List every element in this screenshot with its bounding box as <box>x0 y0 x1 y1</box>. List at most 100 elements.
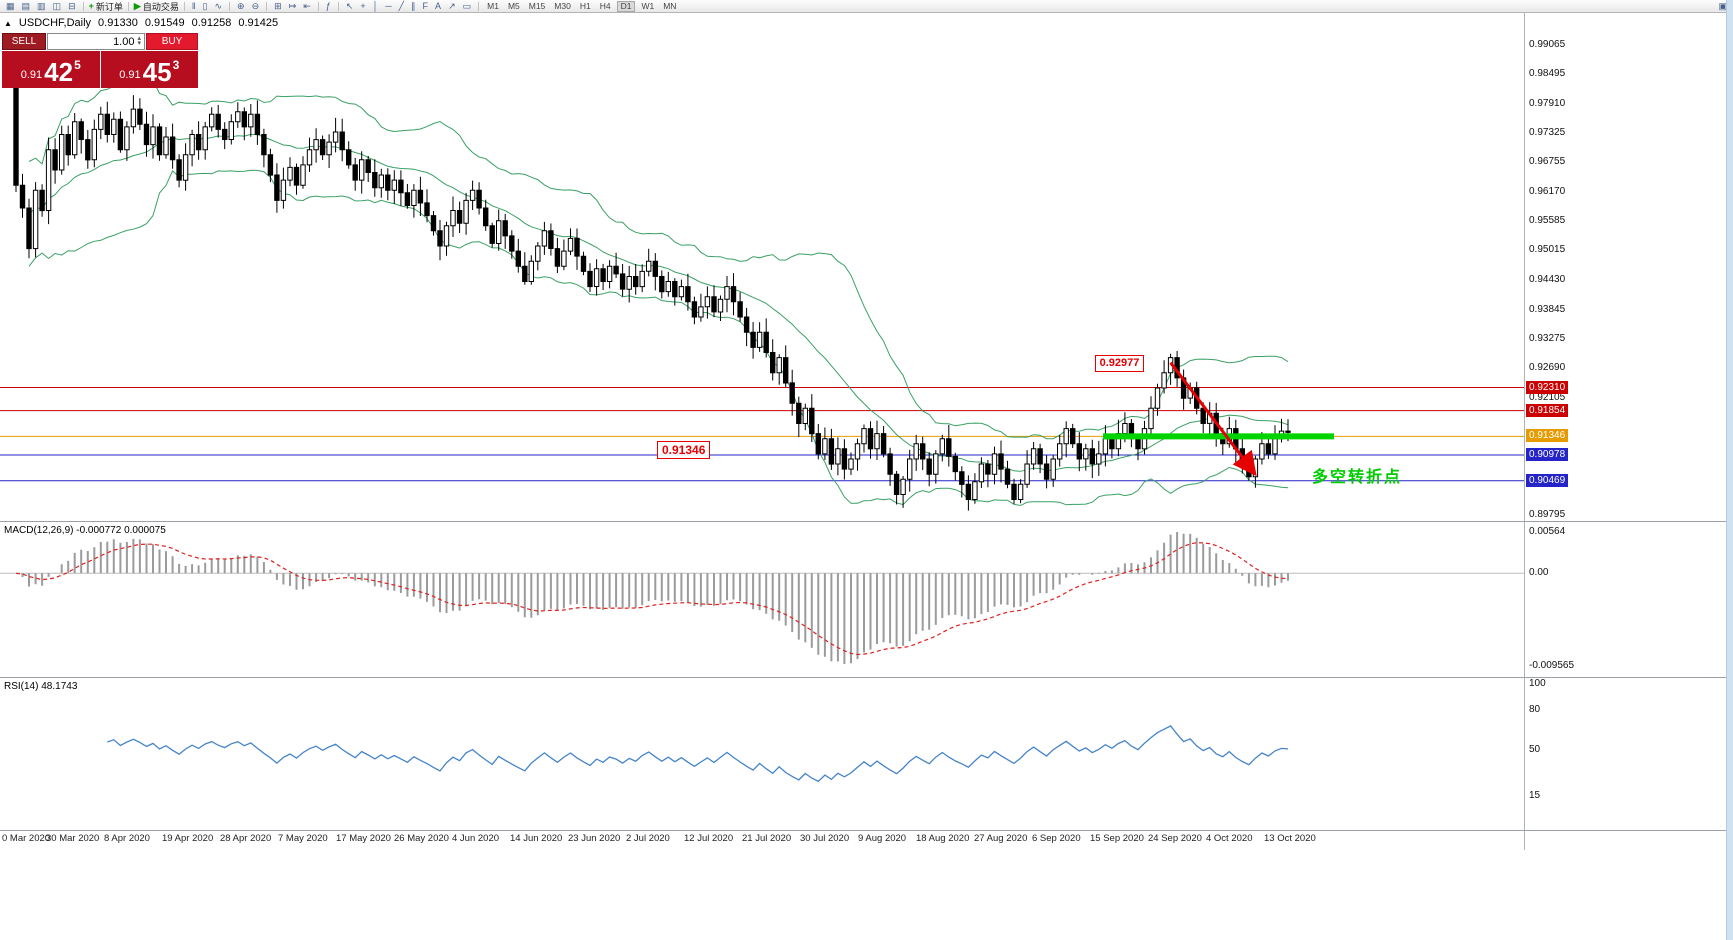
toolbar-separator <box>82 1 84 11</box>
buy-price-prefix: 0.91 <box>119 69 141 81</box>
autotrading-icon: ▶ <box>133 0 141 11</box>
peak-price-annotation[interactable]: 0.92977 <box>1094 354 1145 372</box>
tile-windows-icon[interactable]: ⊞ <box>274 1 282 11</box>
date-label: 23 Jun 2020 <box>568 833 621 844</box>
bearish-candles <box>13 57 1291 500</box>
rsi-axis-label: 100 <box>1529 678 1546 689</box>
date-axis: 0 Mar 2020 30 Mar 2020 8 Apr 2020 19 Apr 20… <box>0 832 1524 847</box>
candlestick-chart[interactable] <box>0 14 1524 521</box>
shapes-icon[interactable]: ▭ <box>462 1 472 11</box>
timeframe-W1[interactable]: W1 <box>641 0 655 11</box>
price-level-tag: 0.90469 <box>1526 473 1569 487</box>
vertical-scrollbar[interactable] <box>1726 0 1733 940</box>
chart-shift-icon[interactable]: ⇤ <box>303 1 311 11</box>
spin-down-icon[interactable]: ▾ <box>137 39 141 47</box>
timeframe-H1[interactable]: H1 <box>579 0 591 11</box>
sell-button[interactable]: SELL <box>2 33 46 50</box>
horizontal-line-icon[interactable]: ─ <box>385 1 392 11</box>
date-label: 17 May 2020 <box>336 833 391 844</box>
bollinger-lower-band[interactable] <box>28 169 1289 506</box>
price-axis-label: 0.93275 <box>1529 332 1566 344</box>
macd-panel[interactable] <box>0 522 1524 676</box>
price-axis-label: 0.92105 <box>1529 391 1566 403</box>
date-label: 7 May 2020 <box>278 833 328 844</box>
bollinger-upper-band[interactable] <box>28 79 1289 440</box>
candlestick-chart-icon[interactable]: ▯ <box>202 1 208 11</box>
price-axis-label: 0.95585 <box>1529 215 1566 227</box>
panel-divider[interactable] <box>0 521 1726 522</box>
date-label: 6 Sep 2020 <box>1032 833 1081 844</box>
trendline-icon[interactable]: ╱ <box>398 1 405 11</box>
cursor-icon[interactable]: ↖ <box>345 1 354 11</box>
date-label: 2 Jul 2020 <box>626 833 670 844</box>
date-label: 0 Mar 2020 <box>2 833 51 844</box>
date-label: 28 Apr 2020 <box>220 833 272 844</box>
bar-chart-icon[interactable]: ‖ <box>191 1 196 11</box>
price-axis-label: 0.96170 <box>1529 185 1566 197</box>
buy-price-big: 45 <box>142 57 172 87</box>
timeframe-M15[interactable]: M15 <box>528 0 546 11</box>
vertical-line-icon[interactable]: │ <box>372 1 379 11</box>
price-level-tag: 0.90978 <box>1526 448 1569 461</box>
new-order-button[interactable]: + 新订单 <box>89 0 123 13</box>
price-chart-panel[interactable]: ▲ USDCHF,Daily 0.91330 0.91549 0.91258 0… <box>0 14 1524 521</box>
price-axis-label: 0.97325 <box>1529 127 1566 139</box>
date-label: 4 Oct 2020 <box>1206 833 1253 844</box>
zoom-out-icon[interactable]: ⊖ <box>251 1 260 11</box>
date-label: 8 Apr 2020 <box>104 833 150 844</box>
volume-input[interactable]: 1.00 ▴ ▾ <box>47 33 145 50</box>
bollinger-middle-band[interactable] <box>28 133 1289 472</box>
date-label: 30 Mar 2020 <box>46 833 100 844</box>
price-level-tag: 0.91346 <box>1526 429 1569 443</box>
spin-up-icon[interactable]: ▴ <box>137 35 141 42</box>
timeframe-M30[interactable]: M30 <box>554 0 571 11</box>
trend-arrow[interactable] <box>1169 361 1257 477</box>
turning-point-annotation[interactable]: 多空转折点 <box>1312 469 1403 486</box>
terminal-icon[interactable]: ⊟ <box>68 1 76 11</box>
navigator-icon[interactable]: ◫ <box>52 1 62 11</box>
panel-divider[interactable] <box>0 677 1726 678</box>
text-icon[interactable]: A <box>435 1 442 11</box>
indicators-icon[interactable]: ƒ <box>325 1 331 11</box>
arrows-icon[interactable]: ↗ <box>448 1 456 11</box>
timeframe-D1[interactable]: D1 <box>616 0 636 12</box>
sell-price-button[interactable]: 0.91 42 5 <box>2 51 100 88</box>
channel-icon[interactable]: ∥ <box>411 1 416 11</box>
rsi-axis-label: 15 <box>1529 790 1541 802</box>
rsi-indicator-label: RSI(14) 48.1743 <box>4 681 78 692</box>
volume-spinner[interactable]: ▴ ▾ <box>137 35 141 47</box>
auto-scroll-icon[interactable]: ↦ <box>288 1 297 11</box>
rsi-panel[interactable] <box>0 678 1524 829</box>
macd-histogram <box>21 532 1289 664</box>
date-label: 24 Sep 2020 <box>1148 833 1202 844</box>
toolbar: ▦ ▤ ▥ ◫ ⊟ + 新订单 ▶ 自动交易 ‖ ▯ ∿ ⊕ ⊖ ⊞ ↦ ⇤ ƒ ↖ + │ ─ ╱ ∥ F A ↗ ▭ M1 M5 M15… <box>0 0 1733 13</box>
new-order-icon: + <box>88 1 94 11</box>
autotrading-button[interactable]: ▶ 自动交易 <box>134 0 179 13</box>
profiles-icon[interactable]: ▤ <box>21 1 31 11</box>
macd-axis-label: 0.00 <box>1529 567 1549 579</box>
symbol-marker-icon: ▲ <box>4 18 12 28</box>
new-chart-icon[interactable]: ▦ <box>6 1 15 11</box>
zoom-in-icon[interactable]: ⊕ <box>237 1 245 11</box>
line-chart-icon[interactable]: ∿ <box>214 1 223 11</box>
crosshair-icon[interactable]: + <box>360 1 366 11</box>
timeframe-M1[interactable]: M1 <box>487 0 499 11</box>
buy-price-button[interactable]: 0.91 45 3 <box>100 51 198 88</box>
candle-wicks <box>15 53 1289 511</box>
sell-price-prefix: 0.91 <box>20 69 43 81</box>
price-axis-label: 0.93845 <box>1529 303 1566 315</box>
buy-button[interactable]: BUY <box>146 33 198 50</box>
date-label: 4 Jun 2020 <box>452 833 500 844</box>
price-level-tag: 0.91854 <box>1526 403 1569 417</box>
market-watch-icon[interactable]: ▥ <box>37 1 46 11</box>
timeframe-M5[interactable]: M5 <box>507 0 520 11</box>
window-icon[interactable]: ▣ <box>1718 1 1727 11</box>
ohlc-close: 0.91425 <box>238 17 279 29</box>
date-label: 15 Sep 2020 <box>1090 833 1144 844</box>
fibonacci-icon[interactable]: F <box>422 1 429 11</box>
timeframe-MN[interactable]: MN <box>663 0 677 11</box>
macd-axis-label: 0.00564 <box>1529 526 1566 537</box>
support-price-annotation[interactable]: 0.91346 <box>657 441 711 460</box>
new-order-label: 新订单 <box>95 1 123 12</box>
timeframe-H4[interactable]: H4 <box>599 0 611 11</box>
